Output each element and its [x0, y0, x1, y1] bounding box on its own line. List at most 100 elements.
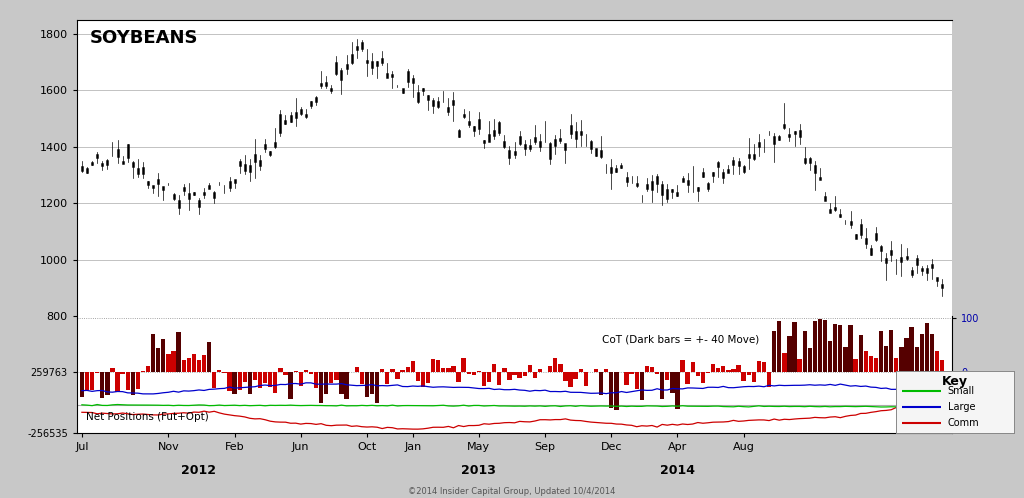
Bar — [685, 372, 690, 384]
Bar — [731, 369, 735, 372]
Bar — [121, 372, 125, 374]
Bar — [757, 361, 761, 372]
Bar — [446, 369, 451, 372]
Bar — [706, 372, 711, 373]
Bar — [914, 347, 919, 372]
Bar — [441, 369, 445, 372]
Bar — [100, 372, 104, 398]
Bar — [181, 361, 186, 372]
Bar — [548, 367, 552, 372]
Bar — [680, 361, 685, 372]
Bar — [625, 372, 629, 385]
Bar — [232, 372, 237, 394]
Bar — [736, 365, 740, 372]
Bar — [899, 347, 903, 372]
Bar — [248, 372, 252, 394]
Bar — [197, 360, 201, 372]
Bar — [354, 367, 359, 372]
Bar — [411, 361, 415, 372]
Bar — [467, 372, 471, 374]
Bar — [858, 335, 863, 372]
Bar — [762, 363, 766, 372]
Bar — [884, 346, 888, 372]
Bar — [839, 325, 843, 372]
Bar — [522, 372, 527, 376]
Bar — [711, 365, 715, 372]
Bar — [436, 360, 440, 372]
Bar — [400, 370, 404, 372]
Bar — [782, 353, 786, 372]
Bar — [532, 372, 537, 378]
Bar — [666, 372, 670, 380]
Bar — [772, 331, 776, 372]
Bar — [594, 369, 598, 372]
Bar — [339, 372, 344, 394]
Text: Net Positions (Fut+Opt): Net Positions (Fut+Opt) — [86, 411, 208, 421]
Bar — [334, 372, 339, 380]
Bar — [136, 372, 140, 389]
Bar — [716, 368, 720, 372]
Bar — [777, 321, 781, 372]
Bar — [726, 370, 730, 372]
Bar — [477, 371, 481, 372]
Bar — [818, 319, 822, 372]
Bar — [894, 358, 898, 372]
Bar — [268, 372, 272, 387]
Bar — [609, 372, 613, 408]
Bar — [217, 371, 221, 372]
Bar — [879, 331, 884, 372]
Bar — [344, 372, 349, 398]
Bar — [151, 334, 156, 372]
Bar — [222, 372, 226, 373]
Bar — [497, 372, 502, 385]
Bar — [462, 358, 466, 372]
Text: ©2014 Insider Capital Group, Updated 10/4/2014: ©2014 Insider Capital Group, Updated 10/… — [409, 487, 615, 496]
Bar — [289, 372, 293, 398]
Bar — [538, 370, 542, 372]
Bar — [517, 372, 522, 378]
Bar — [746, 372, 751, 374]
Bar — [431, 359, 435, 372]
Bar — [126, 372, 130, 389]
Text: Comm: Comm — [948, 418, 979, 428]
Bar — [191, 354, 196, 372]
Bar — [375, 372, 379, 403]
Bar — [263, 372, 267, 383]
Bar — [166, 354, 171, 372]
Bar — [202, 355, 206, 372]
Bar — [558, 364, 562, 372]
Bar — [507, 372, 512, 380]
Bar — [635, 372, 639, 389]
Bar — [579, 369, 583, 372]
Bar — [161, 339, 166, 372]
Bar — [798, 360, 802, 372]
Bar — [111, 369, 115, 372]
Bar — [421, 372, 425, 387]
Bar — [670, 372, 675, 393]
Bar — [584, 372, 588, 386]
Bar — [349, 372, 354, 373]
Bar — [452, 367, 456, 372]
Bar — [370, 372, 374, 393]
Bar — [853, 359, 858, 372]
Bar — [940, 360, 944, 372]
Bar — [487, 372, 492, 382]
Bar — [80, 372, 84, 397]
Bar — [543, 372, 547, 373]
Bar — [843, 347, 848, 372]
Bar — [920, 334, 924, 372]
Bar — [568, 372, 572, 387]
Bar — [95, 372, 99, 373]
Bar — [935, 351, 939, 372]
Bar — [787, 337, 792, 372]
Bar — [904, 338, 908, 372]
Bar — [426, 372, 430, 383]
Bar — [828, 341, 833, 372]
Bar — [553, 358, 557, 372]
Text: 2013: 2013 — [462, 464, 497, 477]
Bar — [365, 372, 369, 397]
Bar — [527, 365, 532, 372]
Bar — [925, 323, 929, 372]
Bar — [793, 322, 797, 372]
Bar — [721, 366, 725, 372]
